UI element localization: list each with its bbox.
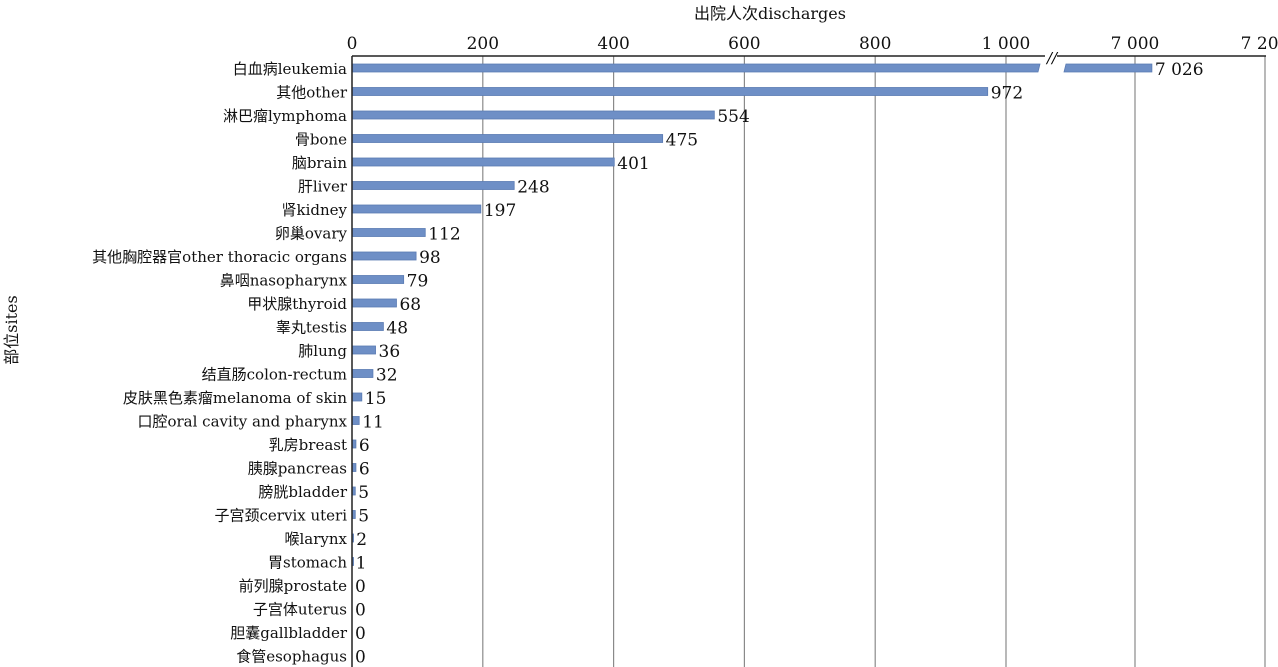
x-tick-label: 7 200 — [1241, 34, 1278, 54]
y-category-label: 其他胸腔器官other thoracic organs — [92, 248, 347, 266]
bar-value-label: 197 — [484, 201, 516, 221]
y-category-label: 胆囊gallbladder — [230, 624, 348, 642]
y-category-label: 胃stomach — [268, 554, 347, 572]
bar-value-label: 0 — [355, 601, 366, 621]
bar-value-label: 79 — [407, 272, 429, 292]
bar — [351, 322, 384, 331]
x-tick-label: 400 — [597, 34, 629, 54]
y-category-label: 膀胱bladder — [258, 483, 347, 501]
bar-value-label: 972 — [991, 84, 1023, 104]
bar-value-label: 0 — [355, 624, 366, 644]
y-category-label: 肾kidney — [281, 201, 347, 219]
bar-value-label: 248 — [517, 178, 549, 198]
bar — [351, 110, 715, 120]
y-axis-title: 部位sites — [2, 295, 21, 364]
bar-value-label: 68 — [399, 295, 421, 315]
y-category-label: 子宫体uterus — [253, 601, 347, 619]
x-tick-label: 800 — [859, 34, 891, 54]
y-category-label: 脑brain — [292, 154, 348, 172]
bar — [351, 275, 405, 284]
bar-value-label: 6 — [359, 460, 370, 480]
y-category-label: 前列腺prostate — [239, 577, 347, 595]
bar — [351, 369, 374, 378]
bar-value-label: 475 — [666, 131, 698, 151]
bar-value-label: 5 — [358, 507, 369, 527]
bar-value-label: 112 — [428, 225, 460, 245]
bar-value-label: 15 — [365, 389, 387, 409]
bar-value-label: 36 — [379, 342, 401, 362]
bar-value-label: 7 026 — [1155, 60, 1204, 80]
y-category-label: 其他other — [276, 84, 348, 102]
bar — [351, 87, 989, 96]
x-axis-title: 出院人次discharges — [694, 4, 846, 23]
y-category-label: 胰腺pancreas — [248, 460, 347, 478]
y-category-label: 白血病leukemia — [233, 60, 347, 78]
y-category-label: 淋巴瘤lymphoma — [223, 107, 347, 125]
y-category-label: 甲状腺thyroid — [247, 295, 347, 313]
bar — [351, 345, 376, 355]
x-tick-label: 200 — [467, 34, 499, 54]
bar — [351, 416, 360, 425]
x-tick-label: 7 000 — [1111, 34, 1160, 54]
bar-value-label: 1 — [356, 554, 367, 574]
bar-value-label: 2 — [356, 530, 367, 550]
bar — [351, 204, 482, 214]
bar-value-label: 554 — [717, 107, 749, 127]
bar — [351, 63, 1041, 73]
y-category-label: 肺lung — [298, 342, 347, 360]
x-tick-label: 600 — [728, 34, 760, 54]
bar-value-label: 98 — [419, 248, 441, 268]
y-category-label: 喉larynx — [284, 530, 347, 548]
bar — [351, 134, 664, 143]
bar-value-label: 0 — [355, 648, 366, 667]
y-category-label: 食管esophagus — [236, 648, 347, 666]
bar — [351, 392, 363, 402]
bar — [351, 157, 615, 167]
bar-value-label: 11 — [362, 413, 384, 433]
y-category-label: 鼻咽nasopharynx — [220, 272, 348, 290]
y-category-label: 乳房breast — [269, 436, 347, 454]
x-tick-label: 1 000 — [982, 34, 1031, 54]
y-category-label: 骨bone — [295, 131, 347, 149]
bar-value-label: 32 — [376, 366, 398, 386]
bar-value-label: 5 — [358, 483, 369, 503]
bar — [1063, 63, 1153, 73]
bar-value-label: 6 — [359, 436, 370, 456]
bar-value-label: 401 — [617, 154, 649, 174]
bar — [351, 298, 397, 308]
y-category-label: 卵巢ovary — [275, 225, 348, 243]
y-category-label: 睾丸testis — [276, 319, 347, 337]
bar-value-label: 0 — [355, 577, 366, 597]
y-category-label: 皮肤黑色素瘤melanoma of skin — [123, 389, 347, 407]
bar — [351, 251, 417, 261]
x-tick-label: 0 — [347, 34, 358, 54]
axis-break-mark: // — [1045, 49, 1059, 67]
y-category-label: 口腔oral cavity and pharynx — [137, 413, 347, 431]
bar-value-label: 48 — [386, 319, 408, 339]
bar — [351, 228, 426, 237]
y-category-label: 子宫颈cervix uteri — [215, 507, 348, 525]
bar — [351, 181, 515, 190]
y-category-label: 结直肠colon-rectum — [202, 366, 347, 384]
y-category-label: 肝liver — [298, 178, 348, 196]
